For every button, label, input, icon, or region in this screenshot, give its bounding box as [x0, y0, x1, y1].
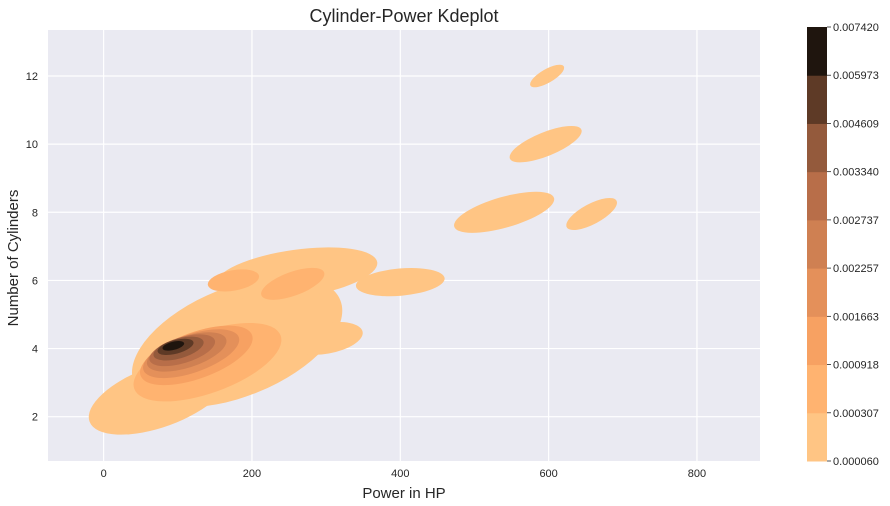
colorbar-segment [807, 268, 827, 317]
density-contour-level-0 [454, 191, 555, 233]
colorbar-tick-label: 0.000307 [833, 408, 879, 420]
density-contour-level-0 [289, 321, 363, 355]
colorbar-segment [807, 316, 827, 366]
x-tick-label: 800 [688, 468, 706, 480]
colorbar-tick-label: 0.003340 [833, 167, 879, 179]
x-tick-label: 400 [391, 468, 409, 480]
chart-title: Cylinder-Power Kdeplot [309, 6, 498, 26]
colorbar-tick-label: 0.002257 [833, 263, 879, 275]
x-tick-label: 0 [101, 468, 107, 480]
density-contour-level-0 [509, 125, 582, 163]
colorbar-tick-label: 0.004609 [833, 118, 879, 130]
x-tick-label: 600 [539, 468, 557, 480]
density-contour-level-1 [207, 269, 260, 292]
colorbar-segment [807, 27, 827, 76]
y-tick-label: 8 [32, 207, 38, 219]
density-contour-level-0 [355, 268, 445, 297]
colorbar-tick-label: 0.002737 [833, 215, 879, 227]
colorbar-tick-label: 0.001663 [833, 311, 879, 323]
x-axis-title: Power in HP [362, 485, 445, 502]
density-contour-level-1 [261, 267, 325, 300]
x-tick-label: 200 [243, 468, 261, 480]
y-axis-title: Number of Cylinders [5, 190, 22, 327]
y-tick-label: 10 [26, 139, 38, 151]
y-tick-label: 12 [26, 71, 38, 83]
colorbar-tick-label: 0.000060 [833, 456, 879, 468]
y-tick-label: 6 [32, 275, 38, 287]
colorbar-segment [807, 75, 827, 124]
colorbar-segment [807, 219, 827, 269]
colorbar-segment [807, 364, 827, 414]
colorbar-tick-label: 0.005973 [833, 70, 879, 82]
colorbar-segment [807, 171, 827, 221]
y-tick-label: 2 [32, 412, 38, 424]
y-tick-label: 4 [32, 344, 38, 356]
density-contour-level-0 [566, 197, 617, 231]
colorbar-segment [807, 412, 827, 462]
colorbar-tick-label: 0.000918 [833, 360, 879, 372]
colorbar-segment [807, 123, 827, 173]
density-contour-level-0 [530, 64, 565, 88]
density-contour-level-8 [162, 341, 185, 351]
colorbar-tick-label: 0.007420 [833, 22, 879, 34]
